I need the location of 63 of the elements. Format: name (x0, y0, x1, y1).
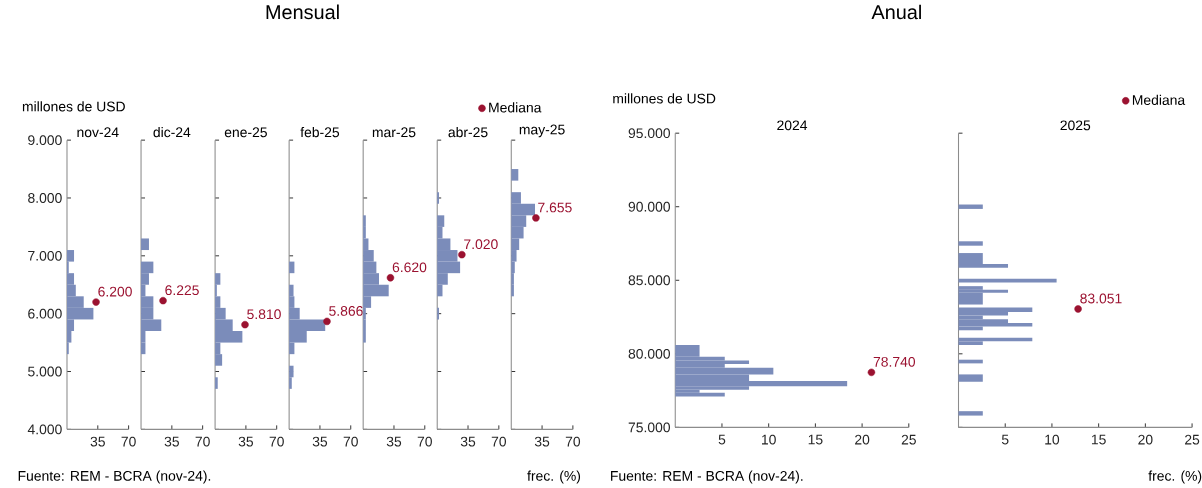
x-tick-label: 20 (855, 434, 870, 445)
annotation: 6.225 (165, 285, 199, 296)
x-tick-label: 70 (121, 436, 136, 447)
x-tick-label: 25 (1185, 434, 1200, 445)
x-tick-label: 10 (762, 434, 776, 445)
x-tick-label: 35 (386, 436, 402, 447)
y-axis-title: millones de USD (613, 93, 716, 104)
x-tick-label: 15 (1091, 434, 1106, 445)
x-tick-label: 20 (1138, 434, 1153, 445)
y-tick-label: 6.000 (28, 308, 62, 319)
legend-label: Mediana (489, 102, 542, 113)
y-tick-label: 95.000 (628, 128, 671, 139)
y-tick-label: 80.000 (628, 348, 671, 359)
x-tick-label: 35 (238, 436, 254, 447)
x-tick-label: 70 (417, 436, 432, 447)
chart-subtitle: 2025 (1060, 120, 1091, 131)
x-tick-label: 70 (343, 436, 358, 447)
y-tick-label: 75.000 (628, 422, 671, 433)
source-note: Fuente: REM - BCRA (nov-24). (18, 470, 211, 484)
y-tick-label: 8.000 (28, 193, 62, 203)
x-tick-label: 70 (491, 436, 507, 447)
chart-subtitle: mar-25 (372, 127, 416, 138)
chart-subtitle: ene-25 (224, 127, 267, 138)
chart-subtitle: 2024 (777, 120, 808, 131)
chart-subtitle: dic-24 (153, 127, 191, 138)
x-axis-title: frec. (%) (527, 470, 581, 484)
y-tick-label: 90.000 (628, 201, 671, 212)
x-tick-label: 5 (718, 434, 726, 445)
chart-subtitle: may-25 (519, 124, 565, 138)
x-tick-label: 35 (90, 436, 105, 447)
x-axis-title: frec. (%) (1148, 470, 1202, 484)
chart-subtitle: feb-25 (300, 127, 340, 138)
x-tick-label: 5 (1001, 434, 1009, 445)
chart-subtitle: abr-25 (448, 127, 488, 138)
x-tick-label: 35 (312, 436, 328, 447)
chart-subtitle: nov-24 (77, 127, 119, 138)
y-tick-label: 9.000 (28, 135, 62, 146)
y-tick-label: 85.000 (628, 275, 671, 286)
y-tick-label: 7.000 (28, 250, 62, 261)
source-note: Fuente: REM - BCRA (nov-24). (611, 470, 803, 484)
x-tick-label: 70 (269, 436, 284, 447)
annotation: 5.810 (247, 309, 281, 320)
y-tick-label: 5.000 (28, 366, 62, 377)
x-tick-label: 70 (565, 436, 581, 447)
legend-label: Mediana (1132, 94, 1186, 106)
x-tick-label: 15 (808, 434, 823, 445)
annotation: 78.740 (873, 356, 916, 367)
y-axis-title: millones de USD (22, 101, 125, 112)
x-tick-label: 10 (1045, 434, 1060, 445)
x-tick-label: 35 (164, 436, 179, 447)
x-tick-label: 25 (901, 434, 916, 445)
chart-title: Mensual (266, 4, 339, 20)
x-tick-label: 70 (195, 436, 210, 447)
chart-title: Anual (871, 4, 921, 20)
annotation: 7.020 (464, 239, 498, 250)
x-tick-label: 35 (460, 436, 476, 447)
annotation: 5.866 (329, 306, 363, 316)
annotation: 6.200 (98, 286, 132, 297)
annotation: 6.620 (392, 262, 427, 273)
annotation: 83.051 (1080, 293, 1122, 304)
x-tick-label: 35 (534, 436, 550, 447)
annotation: 7.655 (538, 202, 572, 213)
y-tick-label: 4.000 (27, 424, 62, 435)
